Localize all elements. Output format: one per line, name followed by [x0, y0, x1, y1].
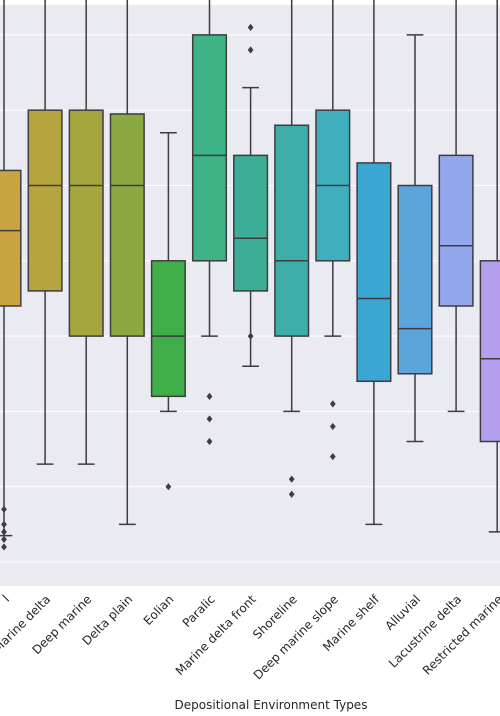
outlier-point — [329, 400, 336, 408]
outlier-point — [1, 505, 7, 513]
x-axis-label: Depositional Environment Types — [175, 698, 368, 712]
outlier-point — [1, 528, 7, 536]
outlier-point — [165, 483, 172, 491]
outlier-point — [1, 520, 7, 528]
outlier-point — [247, 46, 254, 54]
box-0 — [0, 0, 22, 551]
x-tick-label: Marine delta front — [173, 592, 259, 678]
x-tick-label: Lacustrine delta — [386, 592, 464, 670]
box-body — [397, 184, 433, 375]
box-body — [27, 109, 63, 292]
box-10 — [397, 34, 433, 443]
box-body — [438, 154, 474, 307]
box-4 — [150, 132, 186, 491]
outlier-point — [206, 437, 213, 446]
outlier-point — [1, 535, 7, 544]
box-6 — [233, 23, 269, 367]
box-body — [479, 260, 500, 443]
outlier-point — [247, 23, 254, 31]
x-tick-label: Paralic — [180, 592, 218, 630]
box-body — [0, 169, 22, 307]
box-body — [233, 154, 269, 292]
x-tick-label: Alluvial — [382, 592, 423, 633]
outlier-point — [206, 392, 213, 400]
outlier-point — [329, 452, 336, 461]
box-5 — [191, 0, 228, 446]
x-tick-label: Eolian — [141, 592, 177, 628]
box-7 — [274, 0, 310, 498]
box-body — [356, 162, 392, 383]
box-body — [191, 34, 228, 262]
x-tick-label: l — [0, 592, 12, 604]
box-9 — [356, 0, 392, 526]
box-body — [109, 113, 145, 337]
outlier-point — [329, 422, 336, 431]
box-11 — [438, 0, 474, 413]
box-body — [68, 109, 104, 337]
box-body — [150, 260, 186, 398]
box-body — [274, 124, 310, 337]
box-3 — [109, 0, 145, 526]
outlier-point — [206, 415, 213, 423]
box-1 — [27, 0, 63, 465]
outlier-point — [247, 332, 254, 340]
box-2 — [68, 0, 104, 465]
outlier-point — [1, 543, 7, 551]
boxes-layer — [0, 0, 500, 551]
box-12 — [479, 0, 500, 533]
box-8 — [315, 0, 351, 461]
outlier-point — [288, 475, 295, 483]
outlier-point — [288, 490, 295, 498]
